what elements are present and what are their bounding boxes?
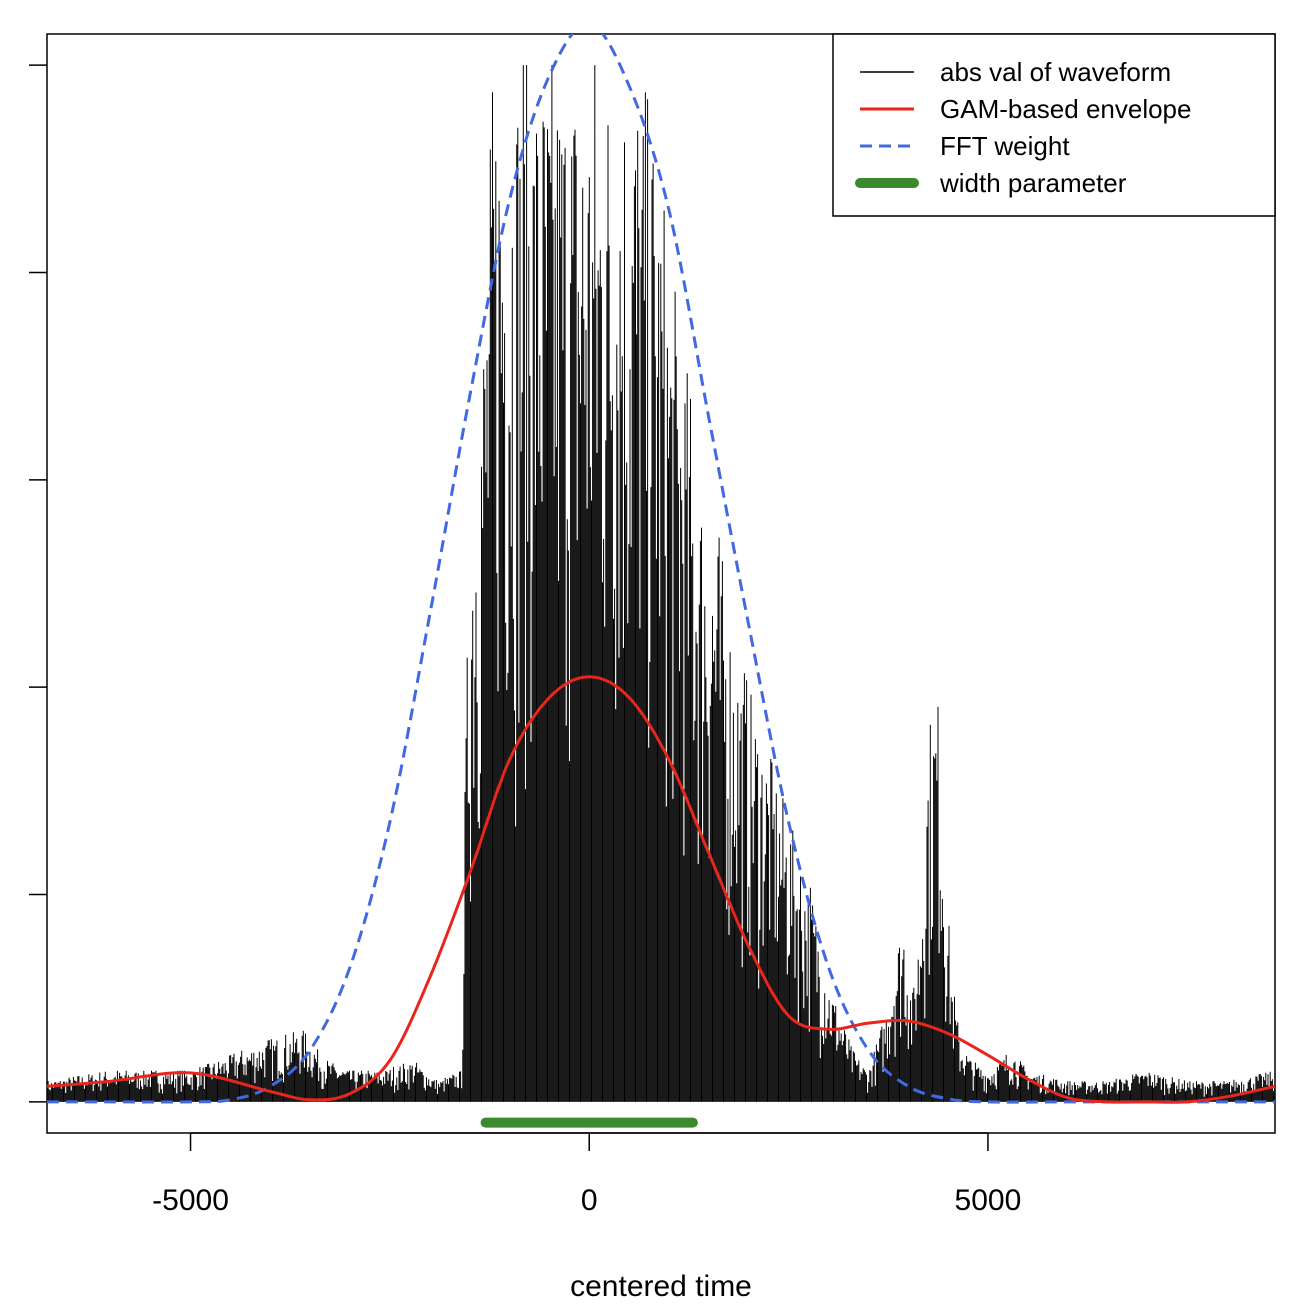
legend: abs val of waveform GAM-based envelope FFT… <box>832 33 1276 217</box>
x-tick-label: 5000 <box>955 1184 1022 1217</box>
gam-envelope-line <box>47 675 1275 1104</box>
waveform-series <box>47 65 1275 1102</box>
waveform-spikes <box>47 65 1275 1102</box>
legend-label: abs val of waveform <box>940 57 1171 87</box>
x-axis: -5000 0 5000 <box>152 1132 1022 1217</box>
y-axis <box>29 64 47 1103</box>
x-tick-label: 0 <box>581 1184 598 1217</box>
legend-label: GAM-based envelope <box>940 94 1191 124</box>
x-axis-title: centered time <box>570 1270 752 1303</box>
legend-label: FFT weight <box>940 131 1070 161</box>
x-tick-label: -5000 <box>152 1184 229 1217</box>
fft-weight-line <box>47 34 1275 1104</box>
legend-label: width parameter <box>939 168 1127 198</box>
